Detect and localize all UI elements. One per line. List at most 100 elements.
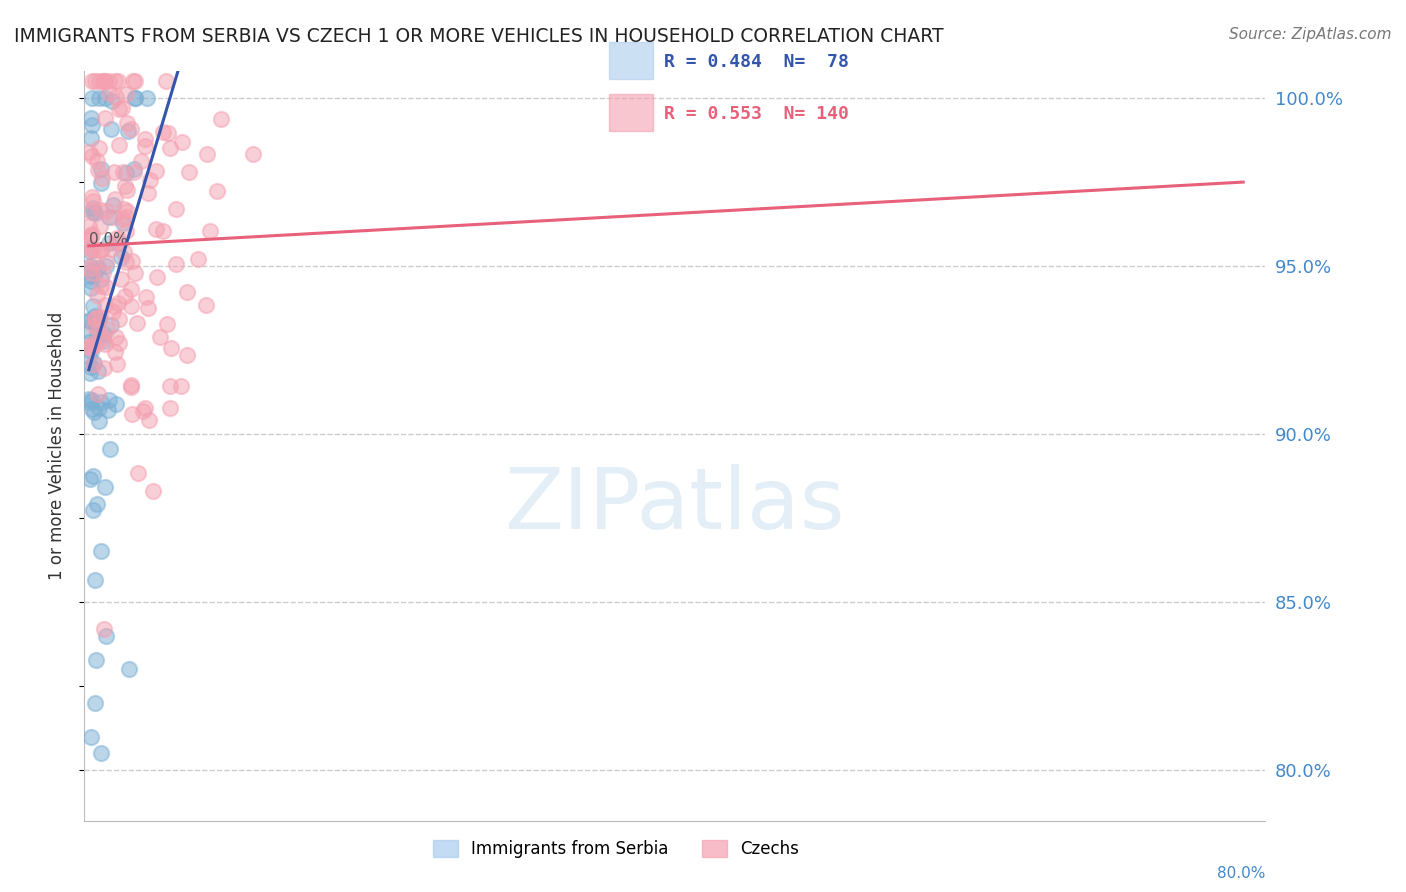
Point	[104, 90, 127, 104]
Point	[83, 315, 105, 329]
Point	[176, 348, 198, 362]
Point	[83, 254, 105, 268]
Point	[121, 407, 143, 421]
Point	[79, 145, 101, 160]
Point	[131, 403, 153, 417]
Point	[152, 125, 174, 139]
Y-axis label: 1 or more Vehicles in Household: 1 or more Vehicles in Household	[48, 312, 66, 580]
Point	[79, 314, 101, 328]
Point	[103, 211, 125, 225]
Point	[122, 74, 145, 88]
Point	[114, 289, 136, 303]
Point	[83, 268, 105, 283]
Point	[107, 311, 129, 326]
Point	[242, 147, 264, 161]
Point	[80, 402, 103, 417]
Point	[82, 194, 104, 209]
Point	[83, 356, 105, 370]
Point	[91, 170, 114, 185]
Point	[90, 161, 112, 176]
Point	[90, 202, 112, 217]
Point	[142, 483, 165, 498]
Point	[89, 74, 111, 88]
Point	[138, 413, 160, 427]
Point	[159, 401, 181, 415]
Point	[165, 256, 187, 270]
Point	[84, 74, 107, 88]
Point	[136, 301, 159, 315]
Point	[121, 254, 143, 268]
Point	[198, 224, 221, 238]
Point	[145, 222, 167, 236]
Point	[159, 378, 181, 392]
Point	[82, 201, 104, 215]
Point	[87, 163, 110, 178]
Bar	[609, 94, 652, 131]
Point	[79, 230, 101, 244]
Point	[110, 272, 132, 286]
Point	[176, 285, 198, 300]
Point	[101, 305, 124, 319]
Point	[104, 344, 127, 359]
Text: Source: ZipAtlas.com: Source: ZipAtlas.com	[1229, 27, 1392, 42]
Point	[84, 311, 107, 326]
Text: R = 0.553  N= 140: R = 0.553 N= 140	[664, 104, 848, 123]
Point	[115, 204, 138, 219]
Point	[94, 255, 117, 269]
Point	[86, 653, 108, 667]
Point	[134, 132, 156, 146]
Point	[93, 327, 115, 342]
Point	[115, 211, 138, 225]
Point	[194, 298, 217, 312]
Point	[79, 473, 101, 487]
Point	[83, 404, 105, 418]
Point	[77, 324, 100, 338]
Point	[115, 224, 138, 238]
Point	[94, 298, 117, 312]
Point	[156, 317, 179, 331]
Point	[107, 235, 129, 250]
Point	[77, 241, 100, 255]
Point	[77, 219, 100, 233]
Point	[91, 331, 114, 345]
Point	[80, 274, 103, 288]
Point	[82, 357, 104, 371]
Point	[82, 149, 104, 163]
Point	[112, 244, 135, 259]
Point	[177, 165, 200, 179]
Point	[83, 243, 105, 257]
Point	[79, 204, 101, 219]
Point	[82, 299, 104, 313]
Point	[93, 622, 115, 636]
Point	[100, 242, 122, 256]
Point	[89, 414, 111, 428]
Point	[84, 338, 107, 352]
Point	[105, 357, 128, 371]
Point	[124, 164, 146, 178]
Point	[124, 74, 146, 88]
Point	[146, 270, 169, 285]
Point	[101, 198, 124, 212]
Point	[87, 401, 110, 416]
Point	[120, 380, 142, 394]
Point	[79, 392, 101, 406]
Point	[90, 272, 112, 286]
Point	[100, 442, 122, 457]
Point	[79, 281, 101, 295]
Point	[120, 122, 142, 136]
Point	[91, 74, 114, 88]
Point	[100, 122, 122, 136]
Point	[86, 288, 108, 302]
Point	[84, 696, 107, 710]
Point	[124, 266, 146, 280]
Point	[149, 330, 172, 344]
Point	[90, 243, 112, 257]
Point	[155, 74, 177, 88]
Point	[129, 154, 152, 169]
Legend: Immigrants from Serbia, Czechs: Immigrants from Serbia, Czechs	[426, 833, 806, 864]
Point	[169, 378, 191, 392]
Point	[79, 366, 101, 380]
Point	[93, 74, 115, 88]
Point	[94, 480, 117, 494]
Point	[127, 466, 149, 480]
